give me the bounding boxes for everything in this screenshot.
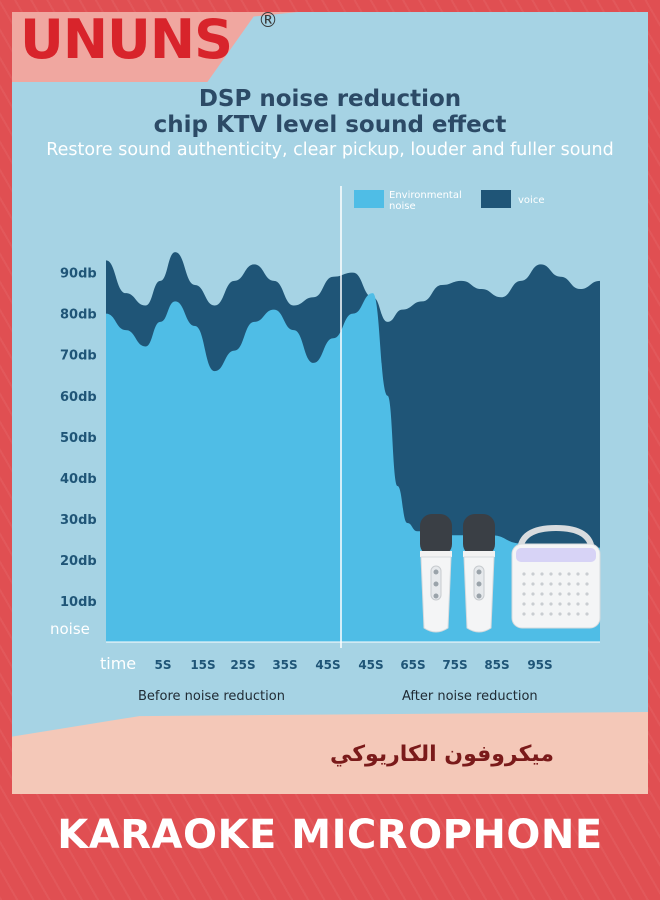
arabic-product-title: ميكروفون الكاريوكي: [330, 742, 555, 767]
x-tick-label: 75S: [442, 658, 467, 672]
caption-before: Before noise reduction: [138, 689, 285, 704]
legend-label: noise: [389, 201, 416, 212]
bottom-banner: KARAOKE MICROPHONE: [57, 812, 603, 858]
legend-swatch: [481, 190, 511, 208]
y-tick-label: 40db: [60, 472, 97, 487]
x-tick-label: 35S: [272, 658, 297, 672]
speaker-icon: [511, 524, 601, 629]
subtitle: Restore sound authenticity, clear pickup…: [46, 140, 614, 160]
legend-label: Environmental: [389, 190, 462, 201]
legend-label: voice: [518, 195, 544, 206]
panel-bottom-accent: [12, 712, 648, 794]
x-tick-label: 65S: [400, 658, 425, 672]
caption-after: After noise reduction: [402, 689, 538, 704]
title-line-1: DSP noise reduction: [198, 86, 462, 112]
x-tick-label: 15S: [190, 658, 215, 672]
x-tick-label: 45S: [358, 658, 383, 672]
brand-logo: UNUNS: [20, 8, 233, 71]
y-tick-label: 20db: [60, 554, 97, 569]
y-tick-label: noise: [50, 620, 90, 638]
microphone-left-icon: [420, 514, 452, 633]
y-tick-label: 30db: [60, 513, 97, 528]
y-tick-label: 60db: [60, 390, 97, 405]
y-tick-label: 10db: [60, 595, 97, 610]
microphone-right-icon: [463, 514, 495, 633]
x-axis-label: time: [100, 654, 136, 673]
y-tick-label: 80db: [60, 308, 97, 323]
title-line-2: chip KTV level sound effect: [153, 112, 507, 138]
y-tick-label: 90db: [60, 267, 97, 282]
x-tick-label: 5S: [155, 658, 172, 672]
y-tick-label: 70db: [60, 349, 97, 364]
x-tick-label: 45S: [315, 658, 340, 672]
registered-mark: ®: [258, 8, 278, 32]
legend-swatch: [354, 190, 384, 208]
x-tick-label: 85S: [484, 658, 509, 672]
y-tick-label: 50db: [60, 431, 97, 446]
x-tick-label: 25S: [230, 658, 255, 672]
x-tick-label: 95S: [527, 658, 552, 672]
